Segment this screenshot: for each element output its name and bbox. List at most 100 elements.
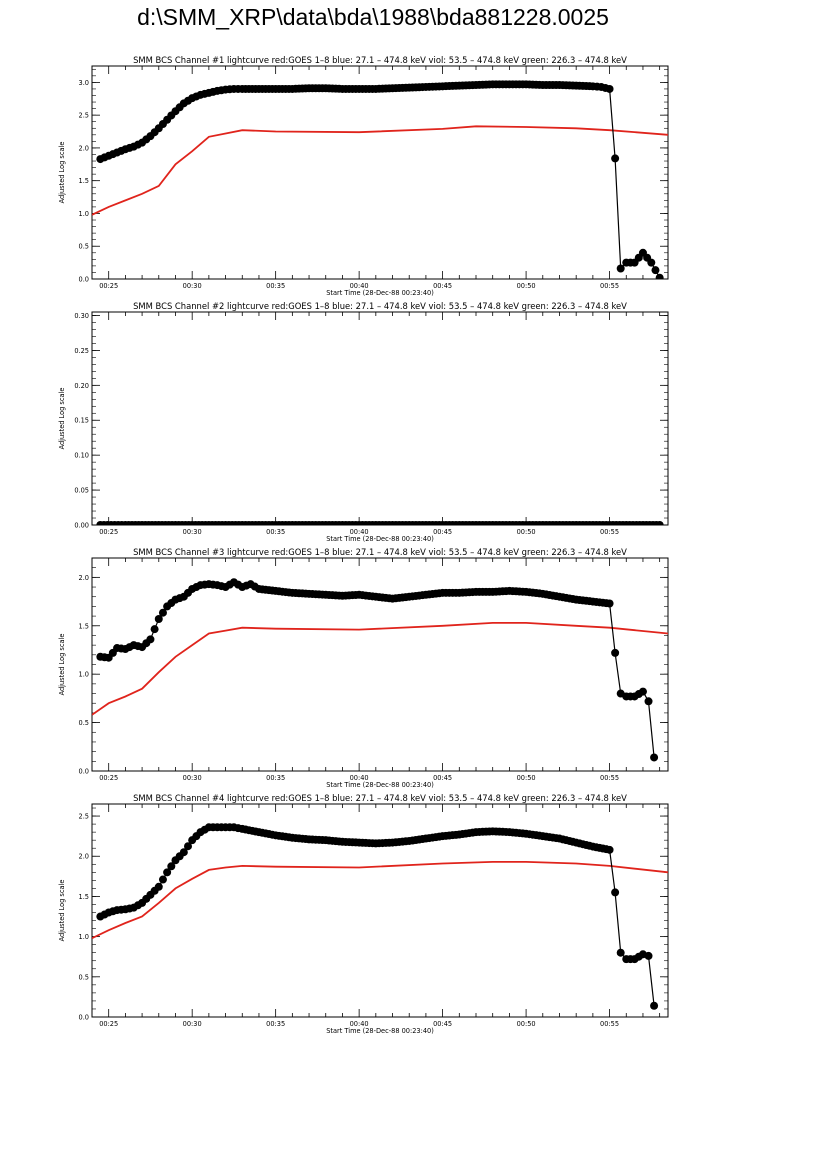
x-axis-label: Start Time (28-Dec-88 00:23:40) xyxy=(326,535,434,543)
data-point xyxy=(154,882,163,891)
goes-line xyxy=(92,861,668,940)
x-tick-label: 00:45 xyxy=(433,774,452,782)
data-point xyxy=(650,1001,659,1010)
goes-line xyxy=(92,125,668,216)
data-point xyxy=(655,521,664,525)
goes-line xyxy=(92,622,668,716)
data-point xyxy=(150,625,159,634)
x-tick-label: 00:30 xyxy=(183,282,202,290)
x-tick-label: 00:50 xyxy=(517,1020,536,1028)
x-tick-label: 00:25 xyxy=(99,528,118,536)
y-tick-label: 0.20 xyxy=(74,382,89,390)
x-axis-label: Start Time (28-Dec-88 00:23:40) xyxy=(326,289,434,297)
y-axis-label: Adjusted Log scale xyxy=(58,142,66,204)
data-point xyxy=(605,599,614,608)
y-tick-label: 2.5 xyxy=(79,112,90,120)
data-point xyxy=(616,264,625,273)
data-point xyxy=(167,862,176,871)
x-tick-label: 00:25 xyxy=(99,774,118,782)
y-axis-label: Adjusted Log scale xyxy=(58,388,66,450)
panel-title: SMM BCS Channel #3 lightcurve red:GOES 1… xyxy=(133,547,627,557)
x-tick-label: 00:45 xyxy=(433,1020,452,1028)
x-tick-label: 00:55 xyxy=(600,282,619,290)
y-tick-label: 0.0 xyxy=(79,1014,90,1022)
plot-frame xyxy=(91,311,669,526)
y-axis-label: Adjusted Log scale xyxy=(58,634,66,696)
series-group xyxy=(92,578,668,762)
panel-title: SMM BCS Channel #2 lightcurve red:GOES 1… xyxy=(133,301,627,311)
x-tick-label: 00:40 xyxy=(350,282,369,290)
y-tick-label: 2.0 xyxy=(79,853,90,861)
x-tick-label: 00:35 xyxy=(266,282,285,290)
x-tick-label: 00:55 xyxy=(600,1020,619,1028)
y-tick-label: 0.15 xyxy=(74,417,89,425)
series-group xyxy=(92,80,668,279)
data-point xyxy=(611,888,620,897)
plot-frame xyxy=(91,65,669,280)
x-tick-label: 00:40 xyxy=(350,528,369,536)
y-tick-label: 0.05 xyxy=(74,487,89,495)
x-tick-label: 00:40 xyxy=(350,1020,369,1028)
x-tick-label: 00:25 xyxy=(99,1020,118,1028)
bcs-line xyxy=(100,581,655,758)
data-point xyxy=(605,845,614,854)
y-tick-label: 0.10 xyxy=(74,452,89,460)
y-tick-label: 0.0 xyxy=(79,768,90,776)
y-tick-label: 0.0 xyxy=(79,276,90,284)
page-title: d:\SMM_XRP\data\bda\1988\bda881228.0025 xyxy=(137,4,609,30)
data-point xyxy=(616,948,625,957)
plot-frame xyxy=(91,803,669,1018)
x-tick-label: 00:35 xyxy=(266,1020,285,1028)
y-tick-label: 0.5 xyxy=(79,243,90,251)
data-point xyxy=(611,154,620,163)
data-point xyxy=(655,273,664,279)
x-tick-label: 00:25 xyxy=(99,282,118,290)
data-point xyxy=(184,842,192,851)
series-group xyxy=(92,823,668,1010)
y-tick-label: 1.0 xyxy=(79,671,90,679)
bcs-line xyxy=(100,83,661,278)
y-axis-label: Adjusted Log scale xyxy=(58,880,66,942)
data-point xyxy=(163,868,172,877)
plot-frame xyxy=(91,557,669,772)
y-tick-label: 0.00 xyxy=(74,522,89,530)
data-point xyxy=(605,84,614,93)
x-tick-label: 00:35 xyxy=(266,774,285,782)
panel-title: SMM BCS Channel #1 lightcurve red:GOES 1… xyxy=(133,55,627,65)
data-point xyxy=(644,951,653,960)
data-point xyxy=(638,687,647,696)
data-point xyxy=(650,753,659,762)
data-point xyxy=(158,875,167,884)
data-point xyxy=(644,697,653,706)
x-tick-label: 00:40 xyxy=(350,774,369,782)
x-tick-label: 00:50 xyxy=(517,282,536,290)
x-tick-label: 00:50 xyxy=(517,528,536,536)
x-tick-label: 00:50 xyxy=(517,774,536,782)
y-tick-label: 0.5 xyxy=(79,973,90,981)
series-group xyxy=(96,521,664,525)
data-point xyxy=(179,848,188,857)
data-point xyxy=(647,258,656,267)
x-tick-label: 00:45 xyxy=(433,528,452,536)
x-tick-label: 00:35 xyxy=(266,528,285,536)
x-tick-label: 00:55 xyxy=(600,774,619,782)
y-tick-label: 1.0 xyxy=(79,210,90,218)
y-tick-label: 0.5 xyxy=(79,719,90,727)
data-point xyxy=(154,614,163,623)
x-axis-label: Start Time (28-Dec-88 00:23:40) xyxy=(326,1027,434,1035)
y-tick-label: 1.5 xyxy=(79,177,90,185)
y-tick-label: 3.0 xyxy=(79,79,90,87)
y-tick-label: 1.0 xyxy=(79,933,90,941)
y-tick-label: 2.5 xyxy=(79,813,90,821)
y-tick-label: 0.25 xyxy=(74,347,89,355)
x-tick-label: 00:30 xyxy=(183,774,202,782)
x-tick-label: 00:55 xyxy=(600,528,619,536)
y-tick-label: 2.0 xyxy=(79,574,90,582)
y-tick-label: 2.0 xyxy=(79,144,90,152)
x-tick-label: 00:45 xyxy=(433,282,452,290)
x-tick-label: 00:30 xyxy=(183,1020,202,1028)
data-point xyxy=(611,648,620,657)
x-axis-label: Start Time (28-Dec-88 00:23:40) xyxy=(326,781,434,789)
y-tick-label: 1.5 xyxy=(79,622,90,630)
